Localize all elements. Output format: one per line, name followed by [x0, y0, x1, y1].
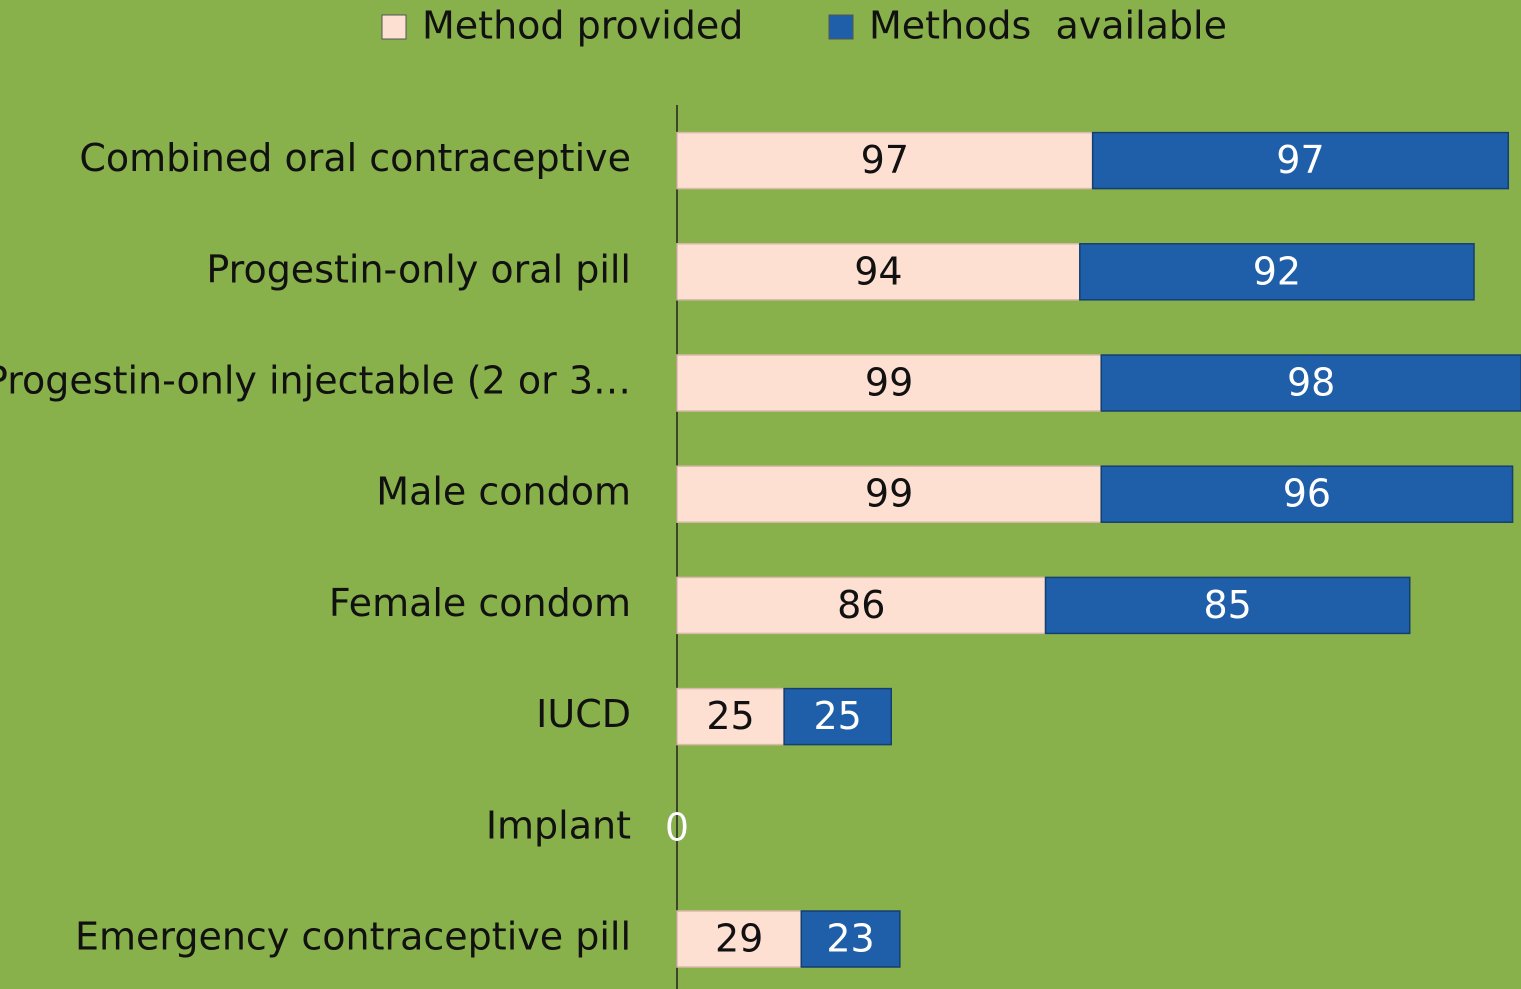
category-label: Progestin-only oral pill: [206, 247, 631, 291]
data-label: 25: [706, 694, 754, 738]
legend: Method provided Methods available: [381, 4, 1227, 48]
data-label: 97: [861, 138, 909, 182]
data-label: 99: [865, 361, 913, 405]
bar-segment: [676, 243, 1081, 301]
bar-segment: [1100, 465, 1514, 523]
legend-label: Method provided: [422, 4, 743, 48]
bar-segment: [1079, 243, 1475, 301]
data-label: 25: [814, 694, 862, 738]
data-label: 98: [1287, 361, 1335, 405]
data-label: 23: [826, 917, 874, 961]
bar-segment: [676, 131, 1094, 190]
data-label: 0: [665, 805, 689, 849]
bar-segment: [783, 687, 892, 746]
category-label: Male condom: [376, 470, 631, 514]
data-label: 92: [1253, 249, 1301, 293]
data-label: 86: [837, 583, 885, 627]
category-label: Emergency contraceptive pill: [75, 915, 631, 959]
bar-segment: [676, 687, 785, 746]
category-label: Implant: [486, 803, 631, 847]
bar-segment: [1100, 354, 1521, 412]
data-label: 85: [1203, 583, 1251, 627]
legend-label: Methods available: [869, 4, 1227, 48]
data-label: 99: [865, 472, 913, 516]
legend-swatch: [381, 14, 407, 40]
data-label: 97: [1276, 138, 1324, 182]
category-label: IUCD: [536, 692, 631, 736]
category-label: Female condom: [329, 581, 631, 625]
data-label: 96: [1283, 472, 1331, 516]
data-label: 0: [665, 805, 689, 849]
category-label: Combined oral contraceptive: [79, 136, 631, 180]
bar-segment: [676, 465, 1102, 523]
bar-segment: [676, 354, 1102, 412]
bar-segment: [1091, 131, 1510, 190]
category-label: Progestin-only injectable (2 or 3…: [0, 359, 631, 403]
data-label: 29: [715, 917, 763, 961]
bar-segment: [676, 576, 1047, 635]
bar-segment: [1044, 576, 1411, 635]
bar-segment: [800, 910, 901, 968]
legend-swatch: [828, 14, 854, 40]
data-label: 94: [854, 249, 902, 293]
